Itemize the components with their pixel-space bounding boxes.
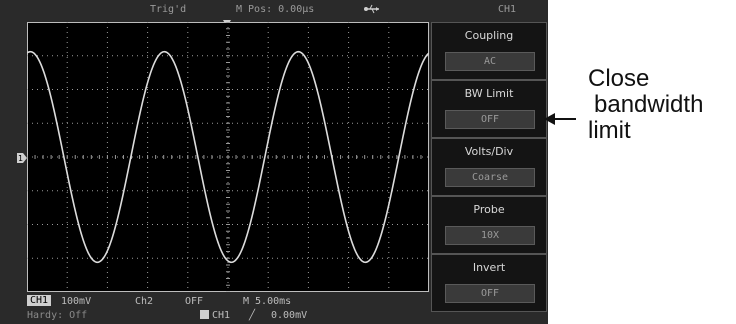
- annotation-line-3: limit: [588, 117, 631, 144]
- menu-label: Probe: [473, 203, 505, 216]
- ch2-label: Ch2: [135, 296, 154, 307]
- memory-position: M Pos: 0.00µs: [236, 4, 315, 15]
- annotation-callout: Close bandwidth limit: [588, 66, 736, 144]
- sine-waveform-trace: [26, 50, 430, 264]
- annotation-line-2: bandwidth: [594, 91, 704, 118]
- channel-indicator: CH1: [498, 4, 517, 15]
- menu-value: Coarse: [445, 168, 535, 187]
- timebase: M 5.00ms: [243, 296, 292, 307]
- menu-label: BW Limit: [464, 87, 514, 100]
- menu-label: Invert: [472, 261, 506, 274]
- trigger-source: CH1: [212, 310, 231, 321]
- menu-label: Volts/Div: [464, 145, 514, 158]
- menu-probe[interactable]: Probe 10X: [431, 196, 547, 254]
- trigger-slope-icon: ╱: [249, 310, 256, 321]
- menu-value: AC: [445, 52, 535, 71]
- ready-text: Hardy: Off: [27, 310, 88, 321]
- trigger-icon: [200, 310, 209, 319]
- graticule: [26, 21, 430, 293]
- menu-value: OFF: [445, 110, 535, 129]
- menu-value: OFF: [445, 284, 535, 303]
- menu-bw-limit[interactable]: BW Limit OFF: [431, 80, 547, 138]
- trigger-status: Trig'd: [150, 4, 187, 15]
- arrow-left-icon: [544, 113, 576, 125]
- ch2-state: OFF: [185, 296, 204, 307]
- menu-label: Coupling: [464, 29, 514, 42]
- menu-invert[interactable]: Invert OFF: [431, 254, 547, 312]
- usb-icon: [364, 4, 379, 14]
- top-status-bar: Trig'd M Pos: 0.00µs CH1: [0, 0, 548, 20]
- menu-volts-div[interactable]: Volts/Div Coarse: [431, 138, 547, 196]
- ch1-tag: CH1: [27, 295, 52, 306]
- ch1-position-marker-icon[interactable]: 1: [17, 152, 27, 164]
- bottom-status-bar: CH1 100mV Ch2 OFF M 5.00ms Hardy: Off CH…: [27, 292, 429, 324]
- menu-value: 10X: [445, 226, 535, 245]
- menu-coupling[interactable]: Coupling AC: [431, 22, 547, 80]
- waveform-display: [26, 21, 430, 293]
- trigger-level: 0.00mV: [271, 310, 308, 321]
- ch1-scale: 100mV: [61, 296, 92, 307]
- oscilloscope-screen: Trig'd M Pos: 0.00µs CH1 1 Coupling AC B…: [0, 0, 548, 324]
- annotation-line-1: Close: [588, 65, 650, 92]
- svg-text:1: 1: [18, 154, 23, 163]
